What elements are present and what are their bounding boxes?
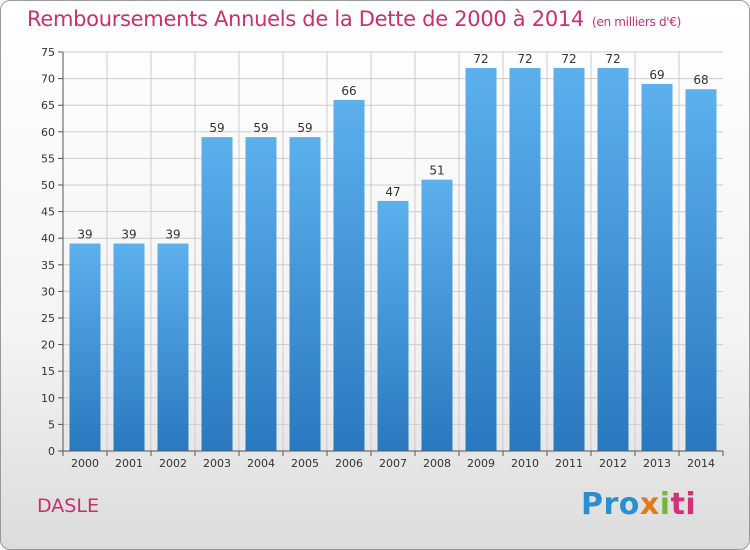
bar-2002 (157, 243, 189, 451)
proxiti-logo: Proxiti (581, 487, 697, 522)
data-label-2004: 59 (253, 121, 268, 135)
bar-2008 (421, 179, 453, 451)
y-tick-label: 25 (41, 312, 55, 325)
data-label-2003: 59 (209, 121, 224, 135)
x-tick-label: 2005 (291, 457, 319, 470)
y-tick-label: 45 (41, 206, 55, 219)
bar-2012 (597, 67, 629, 452)
chart-subtitle: (en milliers d'€) (592, 15, 682, 29)
data-label-2013: 69 (649, 68, 664, 82)
y-tick-label: 0 (48, 445, 55, 458)
y-tick-label: 35 (41, 259, 55, 272)
x-tick-label: 2003 (203, 457, 231, 470)
bar-2001 (113, 243, 145, 451)
bar-2006 (333, 99, 365, 451)
y-tick-label: 70 (41, 73, 55, 86)
x-tick-label: 2011 (555, 457, 583, 470)
bar-2011 (553, 67, 585, 452)
y-tick-label: 15 (41, 365, 55, 378)
bar-2003 (201, 137, 233, 451)
x-tick-label: 2000 (71, 457, 99, 470)
x-tick-label: 2001 (115, 457, 143, 470)
data-label-2010: 72 (517, 52, 532, 66)
y-tick-label: 75 (41, 46, 55, 59)
y-tick-label: 5 (48, 418, 55, 431)
bar-2010 (509, 67, 541, 452)
y-tick-label: 20 (41, 339, 55, 352)
x-tick-label: 2009 (467, 457, 495, 470)
bars: 39 39 39 59 59 59 66 47 51 72 72 72 72 69 68 (69, 52, 717, 452)
x-tick-label: 2012 (599, 457, 627, 470)
bar-2014 (685, 89, 717, 452)
x-tick-label: 2010 (511, 457, 539, 470)
y-tick-label: 55 (41, 152, 55, 165)
chart-title-text: Remboursements Annuels de la Dette de 20… (27, 7, 584, 31)
chart-title: Remboursements Annuels de la Dette de 20… (27, 7, 681, 31)
data-label-2011: 72 (561, 52, 576, 66)
y-tick-label: 10 (41, 392, 55, 405)
data-label-2007: 47 (385, 185, 400, 199)
data-label-2009: 72 (473, 52, 488, 66)
data-label-2000: 39 (77, 228, 92, 242)
data-label-2014: 68 (693, 73, 708, 87)
x-tick-label: 2013 (643, 457, 671, 470)
x-tick-label: 2014 (687, 457, 715, 470)
bar-2005 (289, 137, 321, 451)
x-tick-label: 2008 (423, 457, 451, 470)
bar-2004 (245, 137, 277, 451)
bar-2009 (465, 67, 497, 452)
y-tick-label: 30 (41, 285, 55, 298)
x-tick-label: 2007 (379, 457, 407, 470)
y-tick-label: 65 (41, 99, 55, 112)
bar-2000 (69, 243, 101, 451)
data-label-2002: 39 (165, 228, 180, 242)
y-tick-label: 60 (41, 126, 55, 139)
town-name: DASLE (37, 495, 99, 517)
x-tick-label: 2006 (335, 457, 363, 470)
data-label-2008: 51 (429, 164, 444, 178)
data-label-2012: 72 (605, 52, 620, 66)
bar-2007 (377, 200, 409, 451)
data-label-2005: 59 (297, 121, 312, 135)
y-tick-label: 50 (41, 179, 55, 192)
y-tick-label: 40 (41, 232, 55, 245)
axes: 0 5 10 15 20 25 30 35 40 45 50 55 60 65 70 75 2000 2001 20… (41, 46, 724, 470)
x-tick-label: 2004 (247, 457, 275, 470)
data-label-2006: 66 (341, 84, 356, 98)
bar-2013 (641, 83, 673, 452)
data-label-2001: 39 (121, 228, 136, 242)
x-tick-label: 2002 (159, 457, 187, 470)
